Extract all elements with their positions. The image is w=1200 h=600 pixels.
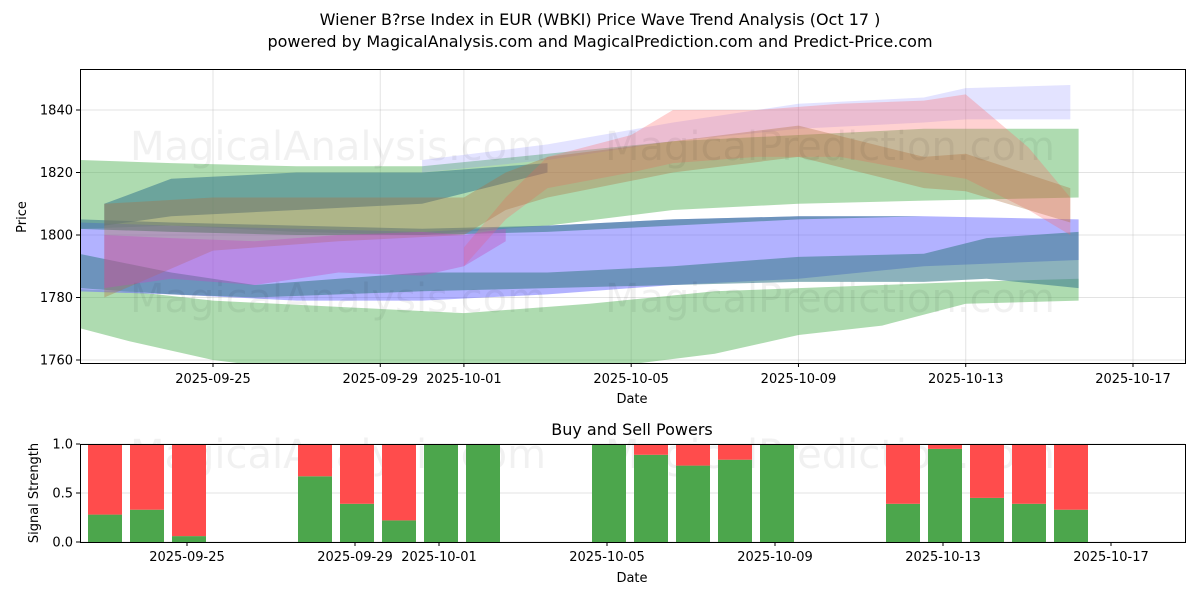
sell-bar xyxy=(928,444,962,449)
main-x-tick-label: 2025-09-29 xyxy=(342,372,418,387)
sell-bar xyxy=(172,444,206,537)
main-x-tick-label: 2025-09-25 xyxy=(175,372,251,387)
main-plot-frame xyxy=(80,69,1186,364)
main-y-tick-label: 1840 xyxy=(40,104,73,119)
buy-bar xyxy=(676,465,710,542)
signal-x-axis: 2025-09-25 2025-09-29 2025-10-01 2025-10-05… xyxy=(149,542,1149,565)
band-green-wide-lower xyxy=(80,278,1079,363)
buy-bar xyxy=(928,448,962,542)
main-y-tick-label: 1760 xyxy=(40,354,73,369)
buy-bar xyxy=(886,503,920,542)
buy-bar xyxy=(760,444,794,542)
chart-subtitle: powered by MagicalAnalysis.com and Magic… xyxy=(267,32,933,51)
band-teal-thin xyxy=(80,216,1079,235)
band-brown-rise xyxy=(104,125,1071,298)
signal-x-tick-label: 2025-10-17 xyxy=(1073,550,1149,565)
chart-title: Wiener B?rse Index in EUR (WBKI) Price W… xyxy=(319,10,881,29)
buy-bar xyxy=(298,476,332,542)
buy-bar xyxy=(718,459,752,542)
main-x-tick-label: 2025-10-17 xyxy=(1095,372,1171,387)
buy-bar xyxy=(592,444,626,542)
signal-x-tick-label: 2025-10-13 xyxy=(905,550,981,565)
buy-bar xyxy=(88,514,122,542)
signal-y-axis: 0.0 0.5 1.0 xyxy=(52,438,80,551)
buy-bar xyxy=(340,503,374,542)
signal-bars xyxy=(88,444,1088,542)
sell-bar xyxy=(718,444,752,460)
watermark-prediction-top: MagicalPrediction.com xyxy=(605,124,1055,170)
band-green-wide-upper xyxy=(80,128,1079,235)
buy-bar xyxy=(466,444,500,542)
signal-x-tick-label: 2025-10-09 xyxy=(737,550,813,565)
main-x-tick-label: 2025-10-09 xyxy=(761,372,837,387)
buy-bar xyxy=(382,520,416,542)
watermark-prediction-bottom: MagicalPrediction.com xyxy=(605,276,1055,322)
main-x-tick-label: 2025-10-05 xyxy=(593,372,669,387)
main-y-axis: 1760 1780 1800 1820 1840 xyxy=(40,104,80,369)
buy-bar xyxy=(1054,509,1088,542)
buy-bar xyxy=(424,444,458,542)
main-y-tick-label: 1820 xyxy=(40,166,73,181)
main-y-tick-label: 1780 xyxy=(40,291,73,306)
signal-y-tick-label: 1.0 xyxy=(52,438,73,453)
signal-x-tick-label: 2025-10-05 xyxy=(569,550,645,565)
signal-x-label: Date xyxy=(616,571,647,586)
buy-bar xyxy=(1012,503,1046,542)
buy-bar xyxy=(130,509,164,542)
sell-bar xyxy=(676,444,710,466)
signal-y-tick-label: 0.0 xyxy=(52,536,73,551)
main-y-label: Price xyxy=(15,201,30,233)
sell-bar xyxy=(340,444,374,504)
signal-x-tick-label: 2025-09-25 xyxy=(149,550,225,565)
sell-bar xyxy=(88,444,122,515)
band-lavender-top xyxy=(422,85,1071,173)
sell-bar xyxy=(1054,444,1088,510)
main-bands xyxy=(80,85,1079,363)
signal-y-label: Signal Strength xyxy=(27,443,42,543)
sell-bar xyxy=(886,444,920,504)
buy-bar xyxy=(970,497,1004,542)
band-purple-low xyxy=(104,228,506,289)
sell-bar xyxy=(298,444,332,477)
band-teal-upper xyxy=(104,163,548,226)
buy-bar xyxy=(172,536,206,542)
band-red-rise xyxy=(463,94,1071,267)
band-teal-band xyxy=(80,231,1079,298)
sell-bar xyxy=(634,444,668,455)
buy-bar xyxy=(634,454,668,542)
signal-chart-title: Buy and Sell Powers xyxy=(551,420,713,439)
sell-bar xyxy=(1012,444,1046,504)
main-x-tick-label: 2025-10-13 xyxy=(928,372,1004,387)
main-x-axis: 2025-09-25 2025-09-29 2025-10-01 2025-10-05… xyxy=(175,363,1171,387)
main-x-tick-label: 2025-10-01 xyxy=(426,372,502,387)
main-x-label: Date xyxy=(616,392,647,407)
signal-x-tick-label: 2025-10-01 xyxy=(401,550,477,565)
sell-bar xyxy=(130,444,164,510)
watermark-analysis-bottom: MagicalAnalysis.com xyxy=(130,276,546,322)
sell-bar xyxy=(970,444,1004,498)
signal-plot-frame xyxy=(80,444,1186,543)
main-y-tick-label: 1800 xyxy=(40,229,73,244)
watermark-analysis-top: MagicalAnalysis.com xyxy=(130,124,546,170)
sell-bar xyxy=(382,444,416,521)
signal-y-tick-label: 0.5 xyxy=(52,487,73,502)
signal-x-tick-label: 2025-09-29 xyxy=(317,550,393,565)
